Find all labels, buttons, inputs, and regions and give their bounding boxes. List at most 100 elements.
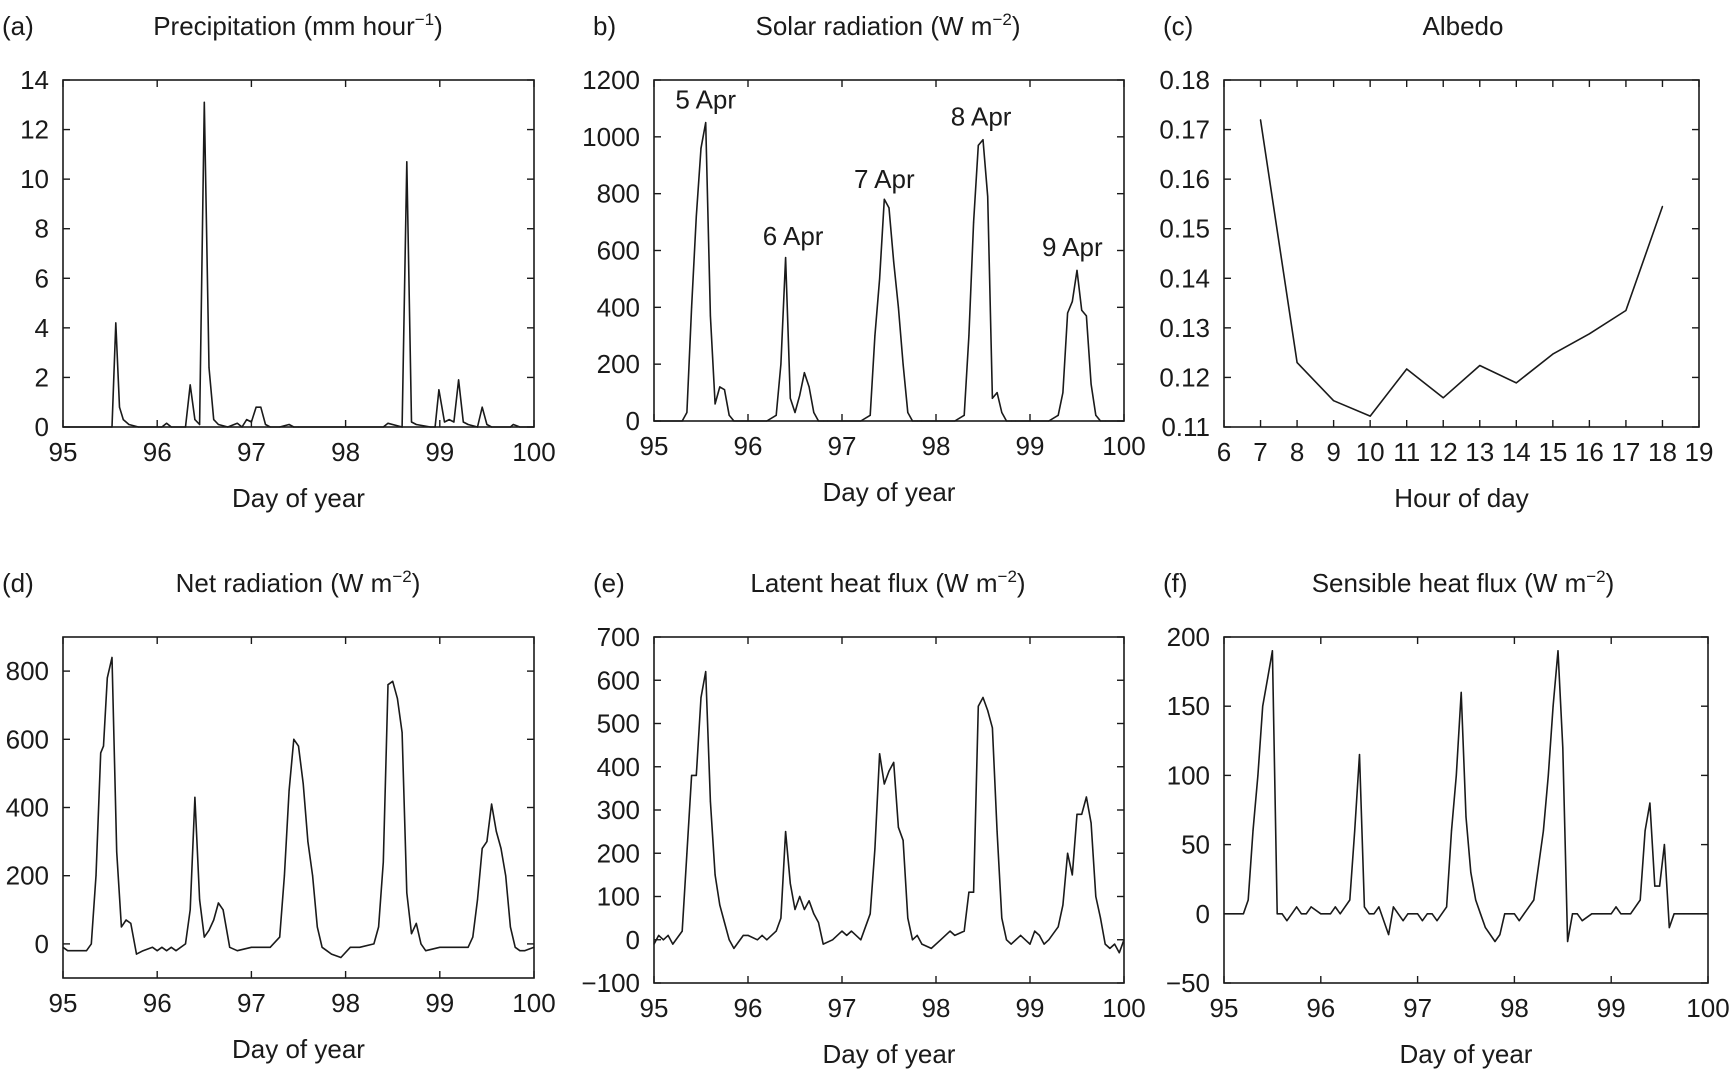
data-point <box>911 939 914 941</box>
data-point <box>491 803 493 805</box>
data-point <box>719 904 721 906</box>
data-point <box>1349 899 1351 901</box>
data-point <box>1029 943 1031 945</box>
data-point <box>161 946 163 948</box>
y-tick-label: 0.17 <box>1159 115 1210 145</box>
data-point <box>846 934 848 937</box>
data-point <box>1515 382 1517 384</box>
x-tick-label: 15 <box>1538 437 1567 467</box>
data-point <box>1542 830 1544 832</box>
data-point <box>780 363 782 365</box>
data-point <box>874 335 876 337</box>
data-point <box>940 939 942 941</box>
data-point <box>472 936 474 938</box>
data-point <box>137 426 139 428</box>
x-tick-label: 99 <box>425 437 454 467</box>
data-point <box>1320 913 1322 915</box>
data-point <box>789 397 791 399</box>
data-point <box>1257 774 1259 777</box>
data-point <box>509 426 511 428</box>
data-point <box>1417 913 1419 915</box>
y-tick-label: 8 <box>35 214 49 244</box>
data-point <box>1109 947 1111 950</box>
x-tick-label: 14 <box>1502 437 1531 467</box>
data-point <box>62 946 64 948</box>
data-point <box>775 930 777 932</box>
chart-title-end: ) <box>1606 568 1615 598</box>
series-line <box>1259 119 1664 417</box>
data-point <box>120 926 122 928</box>
panel-label: (a) <box>2 11 34 41</box>
y-tick-label: 0 <box>35 929 49 959</box>
x-tick-label: 16 <box>1575 437 1604 467</box>
chart-title: Latent heat flux (W m−2) <box>750 567 1025 598</box>
data-point <box>860 939 862 941</box>
data-point <box>217 902 219 904</box>
data-point <box>1552 353 1554 355</box>
y-tick-label: 50 <box>1181 830 1210 860</box>
data-point <box>1090 822 1092 824</box>
data-point <box>392 680 394 682</box>
data-point <box>869 414 871 416</box>
data-point <box>1644 830 1646 832</box>
data-point <box>1085 315 1087 317</box>
y-tick-label: 0.15 <box>1159 214 1210 244</box>
x-tick-label: 8 <box>1290 437 1304 467</box>
data-point <box>691 774 693 777</box>
data-point <box>509 926 511 928</box>
data-point <box>1271 650 1273 652</box>
data-point <box>203 936 205 938</box>
data-point <box>1442 397 1444 399</box>
x-tick-label: 10 <box>1356 437 1385 467</box>
y-tick-label: 200 <box>597 349 640 379</box>
data-point <box>269 426 271 428</box>
x-tick-label: 11 <box>1393 437 1420 467</box>
x-tick-label: 98 <box>1500 993 1529 1023</box>
x-tick-label: 100 <box>1102 431 1145 461</box>
data-point <box>1465 816 1467 818</box>
data-point <box>1673 913 1675 915</box>
data-point <box>1024 939 1026 941</box>
data-point <box>686 852 688 854</box>
data-point <box>728 939 730 941</box>
data-point <box>1118 952 1120 954</box>
data-point <box>1296 906 1298 908</box>
data-point <box>194 419 196 421</box>
data-point <box>410 933 413 935</box>
x-tick-label: 100 <box>1686 993 1729 1023</box>
data-point <box>1518 920 1520 922</box>
x-tick-label: 95 <box>640 993 669 1023</box>
data-point <box>742 934 744 937</box>
data-point <box>982 139 984 141</box>
data-point <box>982 696 984 699</box>
data-point <box>1397 913 1399 915</box>
x-tick-label: 100 <box>512 988 555 1018</box>
data-point <box>1368 913 1370 915</box>
y-tick-label: 100 <box>1167 760 1210 790</box>
data-point <box>888 207 890 209</box>
y-tick-label: 100 <box>597 882 640 912</box>
data-point <box>987 195 989 198</box>
data-point <box>1446 906 1448 908</box>
x-tick-label: 96 <box>143 988 172 1018</box>
data-point <box>1692 913 1695 915</box>
data-point <box>1247 899 1249 901</box>
data-point <box>1001 411 1003 414</box>
data-point <box>415 922 417 925</box>
data-point <box>533 946 535 948</box>
data-point <box>161 426 163 428</box>
data-point <box>695 774 697 777</box>
data-point <box>1494 940 1496 943</box>
data-point <box>954 934 956 937</box>
annotation-label: 6 Apr <box>763 221 824 251</box>
data-point <box>1620 913 1622 915</box>
data-point <box>733 947 735 950</box>
data-point <box>973 221 975 223</box>
data-point <box>1557 650 1559 652</box>
data-point <box>1450 830 1453 832</box>
data-point <box>1479 364 1481 367</box>
data-point <box>213 919 215 921</box>
data-point <box>1406 368 1408 370</box>
data-point <box>803 908 806 911</box>
data-point <box>1242 913 1244 915</box>
